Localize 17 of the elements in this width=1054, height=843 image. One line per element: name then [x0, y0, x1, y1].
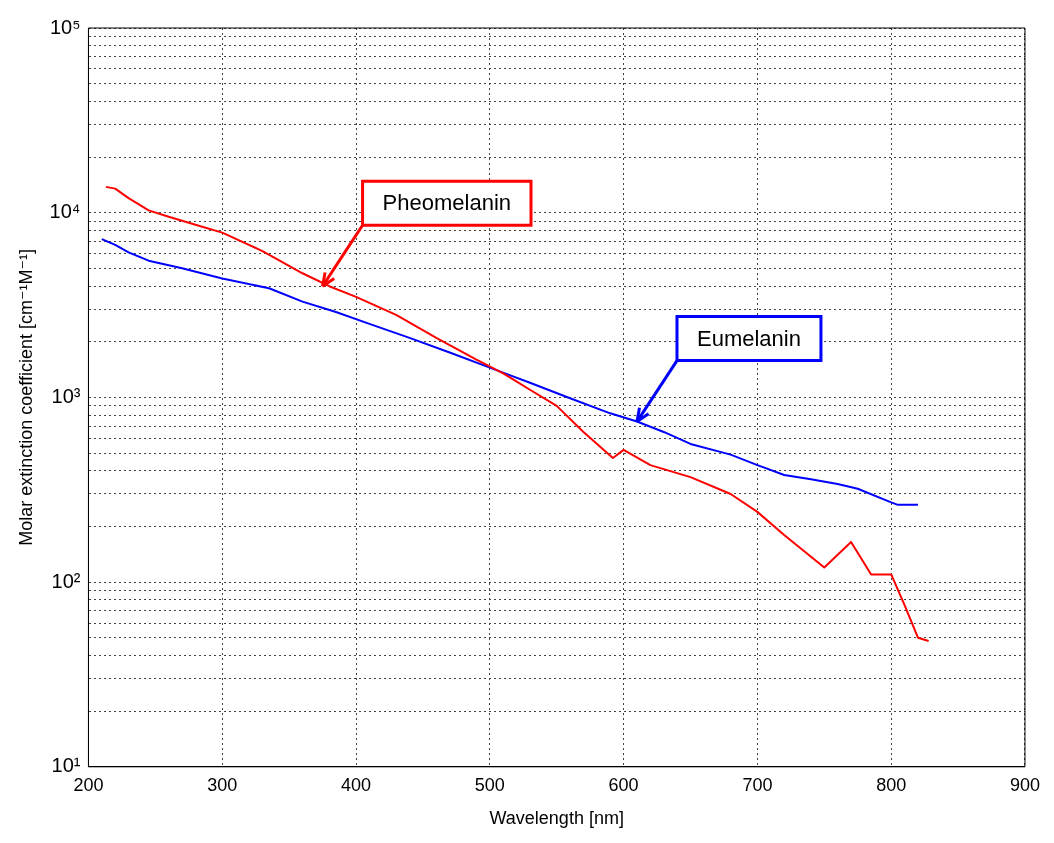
x-axis-title: Wavelength [nm]: [489, 808, 624, 829]
y-tick-label: 10⁴: [49, 200, 81, 223]
y-tick-label: 10¹: [51, 754, 81, 777]
annotation: Pheomelanin: [382, 190, 512, 216]
y-tick-label: 10⁵: [49, 15, 81, 38]
x-tick-label: 900: [1009, 774, 1041, 795]
x-tick-label: 700: [742, 774, 773, 795]
y-axis-title: Molar extinction coefficient [cm⁻¹M⁻¹]: [15, 249, 36, 546]
y-tick-label: 10³: [51, 384, 81, 407]
x-tick-label: 500: [474, 774, 505, 795]
x-tick-label: 300: [207, 774, 238, 795]
x-tick-label: 200: [73, 774, 104, 795]
x-tick-label: 600: [608, 774, 639, 795]
x-tick-label: 400: [341, 774, 372, 795]
x-tick-label: 800: [876, 774, 907, 795]
y-tick-label: 10²: [51, 569, 81, 592]
annotation: Eumelanin: [696, 325, 801, 351]
